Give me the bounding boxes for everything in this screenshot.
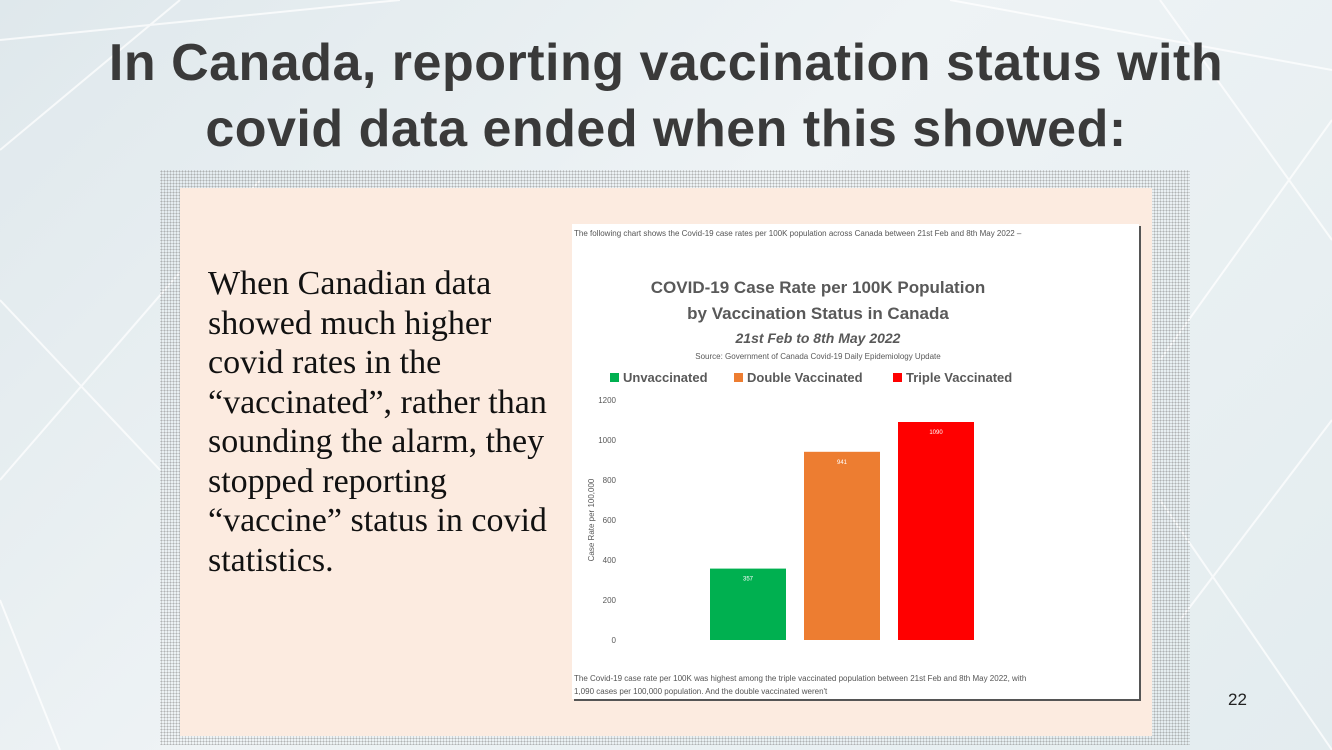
bar-data-label-2: 1090: [929, 430, 943, 436]
chart-title-line-2: by Vaccination Status in Canada: [687, 304, 949, 323]
slide-title: In Canada, reporting vaccination status …: [40, 30, 1292, 162]
legend-label-0: Unvaccinated: [623, 370, 708, 385]
chart-caption-bottom: The Covid-19 case rate per 100K was high…: [574, 674, 1027, 696]
chart-title: COVID-19 Case Rate per 100K Population: [651, 278, 985, 297]
slide-title-line-1: In Canada, reporting vaccination status …: [108, 34, 1224, 92]
y-tick-label: 800: [603, 476, 617, 485]
chart-screenshot: The following chart shows the Covid-19 c…: [572, 224, 1139, 699]
legend-label-2: Triple Vaccinated: [906, 370, 1012, 385]
bar-data-label-0: 357: [743, 577, 754, 583]
legend-swatch-0: [610, 373, 619, 382]
y-tick-label: 0: [612, 636, 617, 645]
y-axis-label: Case Rate per 100,000: [587, 478, 596, 561]
legend-swatch-1: [734, 373, 743, 382]
legend-swatch-2: [893, 373, 902, 382]
bar-data-label-1: 941: [837, 460, 848, 466]
y-tick-label: 200: [603, 596, 617, 605]
chart-caption-top: The following chart shows the Covid-19 c…: [574, 229, 1022, 238]
y-tick-label: 400: [603, 556, 617, 565]
y-tick-label: 1000: [598, 436, 616, 445]
slide-title-line-2: covid data ended when this showed:: [205, 100, 1127, 158]
bar-chart: COVID-19 Case Rate per 100K Population by…: [587, 278, 1012, 645]
y-tick-label: 600: [603, 516, 617, 525]
y-tick-label: 1200: [598, 396, 616, 405]
chart-source: Source: Government of Canada Covid-19 Da…: [695, 352, 941, 361]
bar-2: [898, 422, 974, 640]
page-number: 22: [1228, 690, 1247, 709]
legend-label-1: Double Vaccinated: [747, 370, 863, 385]
bar-0: [710, 568, 786, 640]
body-text: When Canadian data showed much higher co…: [208, 265, 547, 579]
bar-1: [804, 451, 880, 640]
chart-subtitle: 21st Feb to 8th May 2022: [735, 330, 901, 346]
